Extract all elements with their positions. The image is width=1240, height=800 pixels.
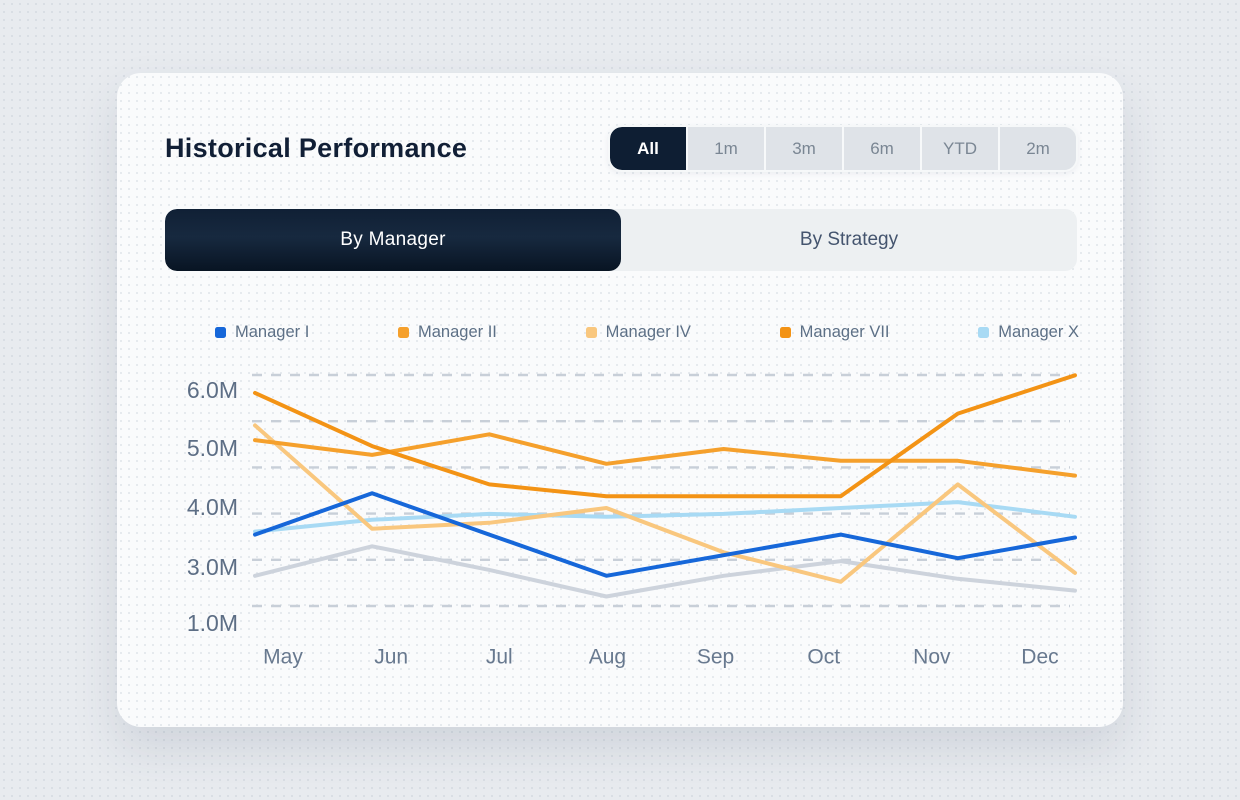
y-axis-label: 5.0M: [187, 435, 238, 461]
legend-item-manager-vii[interactable]: Manager VII: [779, 322, 890, 342]
range-button-1m[interactable]: 1m: [686, 127, 764, 170]
x-axis-label: Sep: [697, 646, 734, 669]
tab-by-manager[interactable]: By Manager: [165, 209, 621, 271]
page-title: Historical Performance: [165, 133, 468, 163]
legend-label-manager-i: Manager I: [235, 322, 310, 341]
range-button-2m[interactable]: 2m: [998, 127, 1076, 170]
legend-item-manager-iv[interactable]: Manager IV: [585, 322, 691, 342]
chart-area: 6.0M 5.0M 4.0M 3.0M 1.0M May Jun Jul Aug Sep Oct No…: [150, 360, 1100, 680]
legend-swatch-manager-i: [215, 326, 226, 338]
legend-item-manager-ii[interactable]: Manager II: [398, 323, 497, 342]
chart-legend: Manager I Manager II Manager IV Manager …: [215, 322, 1079, 342]
x-axis-label: Jun: [374, 646, 408, 669]
legend-item-manager-x[interactable]: Manager X: [978, 323, 1079, 342]
range-button-all[interactable]: All: [610, 127, 686, 170]
legend-swatch-manager-x: [978, 326, 990, 338]
x-axis-label: May: [263, 646, 303, 669]
series-line-unlabeled: [253, 544, 1077, 599]
range-button-ytd[interactable]: YTD: [920, 127, 998, 170]
tab-by-strategy[interactable]: By Strategy: [621, 209, 1077, 271]
time-range-selector: All 1m 3m 6m YTD 2m: [608, 125, 1078, 172]
x-axis-label: Dec: [1021, 646, 1058, 669]
legend-swatch-manager-vii: [779, 326, 791, 338]
series-line-manager-vii: [253, 373, 1077, 499]
range-button-3m[interactable]: 3m: [764, 127, 842, 170]
range-button-6m[interactable]: 6m: [842, 127, 920, 170]
x-axis-label: Oct: [807, 646, 840, 669]
legend-label-manager-iv: Manager IV: [605, 322, 691, 341]
performance-line-chart: 6.0M 5.0M 4.0M 3.0M 1.0M May Jun Jul Aug Sep Oct No…: [187, 373, 1077, 669]
y-axis-label: 4.0M: [187, 494, 238, 520]
legend-label-manager-ii: Manager II: [418, 322, 497, 341]
series-line-manager-ii: [253, 432, 1077, 478]
series-line-manager-iv: [253, 423, 1077, 584]
legend-label-manager-x: Manager X: [998, 322, 1079, 341]
y-axis-label: 1.0M: [187, 610, 238, 636]
legend-label-manager-vii: Manager VII: [799, 322, 890, 341]
x-axis-label: Aug: [589, 646, 626, 669]
x-axis-label: Nov: [913, 646, 951, 669]
legend-swatch-manager-ii: [398, 326, 410, 338]
x-axis-label: Jul: [486, 646, 513, 669]
legend-item-manager-i[interactable]: Manager I: [215, 323, 309, 342]
legend-swatch-manager-iv: [585, 326, 597, 338]
y-axis-label: 3.0M: [187, 554, 238, 580]
view-tabs: By Manager By Strategy: [165, 209, 1077, 271]
series-line-manager-i: [253, 491, 1077, 578]
performance-card: Historical Performance All 1m 3m 6m YTD …: [117, 73, 1123, 727]
y-axis-label: 6.0M: [187, 377, 238, 403]
